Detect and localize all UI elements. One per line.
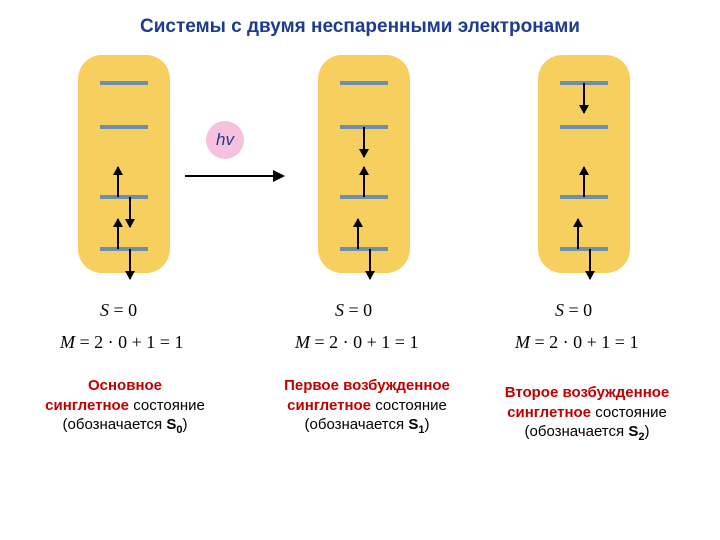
state-caption-0: Основное синглетное состояние(обозначает… bbox=[45, 376, 205, 437]
spin-up-icon bbox=[363, 167, 365, 197]
spin-up-icon bbox=[117, 167, 119, 197]
state-caption-2: Второе возбужденное синглетное состояние… bbox=[498, 383, 676, 444]
state-caption-1: Первое возбужденное синглетное состояние… bbox=[278, 376, 456, 437]
spin-up-icon bbox=[117, 219, 119, 249]
energy-level bbox=[100, 81, 148, 85]
spin-down-icon bbox=[583, 83, 585, 113]
energy-level bbox=[340, 81, 388, 85]
energy-level bbox=[560, 125, 608, 129]
spin-down-icon bbox=[363, 127, 365, 157]
spin-down-icon bbox=[589, 249, 591, 279]
equation-s: S = 0 bbox=[555, 300, 592, 321]
equation-s: S = 0 bbox=[100, 300, 137, 321]
spin-up-icon bbox=[577, 219, 579, 249]
energy-panel-1 bbox=[318, 55, 410, 273]
photon-label: hv bbox=[206, 121, 244, 159]
spin-up-icon bbox=[357, 219, 359, 249]
energy-level bbox=[340, 247, 388, 251]
equation-m: M = 2 · 0 + 1 = 1 bbox=[60, 332, 183, 353]
spin-up-icon bbox=[583, 167, 585, 197]
energy-level bbox=[100, 125, 148, 129]
energy-panel-2 bbox=[538, 55, 630, 273]
spin-down-icon bbox=[369, 249, 371, 279]
equation-m: M = 2 · 0 + 1 = 1 bbox=[515, 332, 638, 353]
page-title: Системы с двумя неспаренными электронами bbox=[0, 16, 720, 38]
energy-level bbox=[100, 195, 148, 199]
spin-down-icon bbox=[129, 197, 131, 227]
equation-m: M = 2 · 0 + 1 = 1 bbox=[295, 332, 418, 353]
transition-arrow-icon bbox=[185, 175, 283, 177]
energy-level bbox=[100, 247, 148, 251]
energy-level bbox=[560, 247, 608, 251]
energy-panel-0 bbox=[78, 55, 170, 273]
equation-s: S = 0 bbox=[335, 300, 372, 321]
spin-down-icon bbox=[129, 249, 131, 279]
